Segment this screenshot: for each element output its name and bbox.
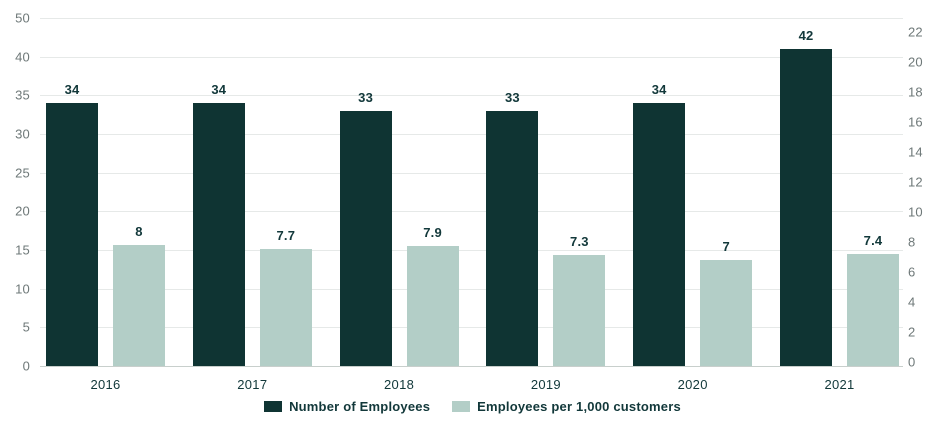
gridline — [40, 288, 903, 290]
x-axis-label-2017: 2017 — [237, 377, 268, 392]
bar-per-1000-customers-2019 — [553, 255, 606, 366]
bar-value-label: 34 — [64, 82, 80, 98]
gridline — [40, 211, 903, 213]
chart-legend: Number of Employees Employees per 1,000 c… — [0, 399, 945, 414]
bar-per-1000-customers-2018 — [406, 246, 459, 366]
left-axis-tick-label: 15 — [15, 242, 30, 258]
bar-value-label: 33 — [358, 89, 374, 105]
gridline — [40, 327, 903, 329]
bar-value-label: 7.4 — [863, 232, 883, 248]
right-axis-tick-label: 14 — [908, 144, 923, 160]
x-axis-label-2020: 2020 — [677, 377, 708, 392]
right-axis-tick-label: 18 — [908, 84, 923, 100]
left-axis-tick-label: 30 — [15, 126, 30, 142]
bar-per-1000-customers-2016 — [113, 244, 165, 366]
left-axis-tick-label: 25 — [15, 165, 30, 181]
left-axis-tick-label: 0 — [22, 358, 30, 374]
gridline — [40, 134, 903, 135]
bar-value-label: 42 — [798, 27, 814, 43]
x-axis-label-2019: 2019 — [530, 377, 561, 392]
bar-employees-2016 — [46, 103, 98, 366]
bar-employees-2018 — [339, 110, 392, 366]
left-axis-tick-label: 35 — [15, 87, 30, 103]
bar-value-label: 33 — [504, 89, 520, 105]
legend-swatch-icon — [264, 401, 283, 412]
x-axis-label-2021: 2021 — [824, 377, 855, 392]
left-axis-tick-label: 10 — [15, 281, 30, 297]
gridline — [40, 172, 903, 174]
x-axis-label-2016: 2016 — [90, 377, 121, 392]
legend-swatch-icon — [452, 401, 471, 412]
left-axis-tick-label: 40 — [15, 49, 30, 65]
bar-value-label: 8 — [135, 223, 143, 239]
left-axis-tick-label: 50 — [15, 10, 30, 26]
legend-label: Number of Employees — [289, 399, 431, 414]
bar-value-label: 34 — [211, 82, 227, 98]
right-axis-tick-label: 16 — [908, 114, 923, 130]
bar-employees-2017 — [192, 103, 245, 366]
right-axis-tick-label: 22 — [908, 24, 923, 40]
bar-value-label: 7.9 — [423, 225, 442, 241]
gridline — [40, 250, 903, 251]
bar-per-1000-customers-2020 — [700, 259, 753, 366]
gridline — [40, 95, 903, 97]
right-axis-tick-label: 10 — [908, 204, 923, 220]
bar-per-1000-customers-2017 — [259, 249, 312, 366]
right-axis-tick-label: 8 — [908, 234, 916, 250]
right-axis-tick-label: 0 — [908, 354, 916, 370]
bar-value-label: 7.3 — [570, 234, 589, 250]
gridline — [40, 366, 903, 367]
legend-item: Employees per 1,000 customers — [452, 399, 681, 414]
bar-employees-2019 — [486, 110, 539, 366]
x-axis-label-2018: 2018 — [384, 377, 415, 392]
gridline — [40, 18, 903, 19]
legend-label: Employees per 1,000 customers — [477, 399, 681, 414]
bar-value-label: 7.7 — [276, 228, 296, 244]
right-axis-tick-label: 20 — [908, 54, 923, 70]
legend-item: Number of Employees — [264, 399, 430, 414]
right-axis-tick-label: 4 — [908, 294, 916, 310]
gridline — [40, 56, 903, 58]
bar-employees-2021 — [780, 48, 832, 366]
bar-value-label: 34 — [651, 82, 667, 98]
bar-employees-2020 — [633, 103, 686, 366]
right-axis-tick-label: 12 — [908, 174, 923, 190]
bar-per-1000-customers-2021 — [847, 253, 899, 366]
left-axis-tick-label: 5 — [22, 319, 30, 335]
right-axis-tick-label: 2 — [908, 324, 916, 340]
left-axis-tick-label: 20 — [15, 203, 30, 219]
bar-value-label: 7 — [722, 238, 730, 254]
right-axis-tick-label: 6 — [908, 264, 916, 280]
